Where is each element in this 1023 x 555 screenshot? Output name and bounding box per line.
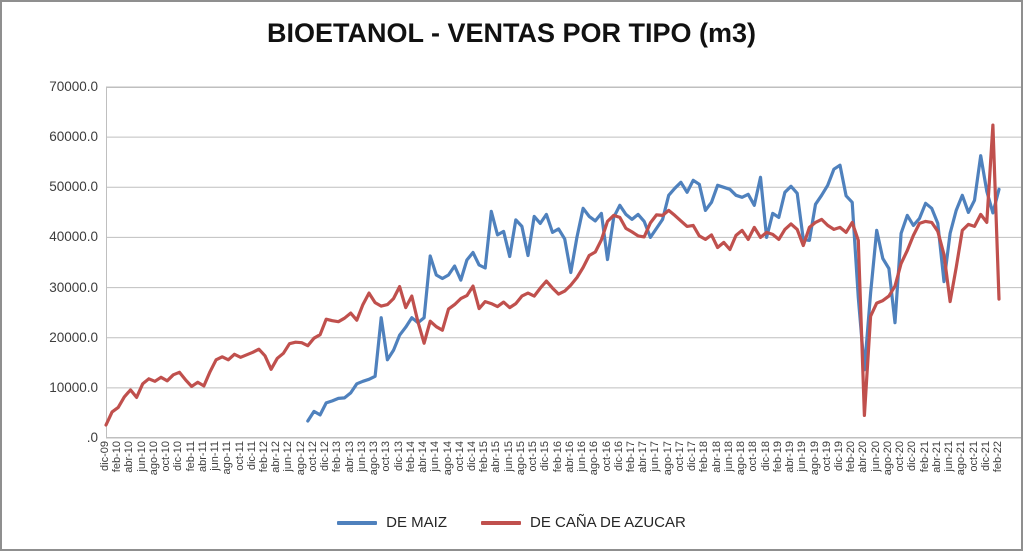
x-tick-label: abr-15 [490, 441, 503, 473]
plot-border [106, 87, 1021, 438]
chart-title: BIOETANOL - VENTAS POR TIPO (m3) [266, 18, 757, 48]
x-tick-label: feb-19 [771, 441, 784, 473]
y-tick-label: 40000.0 [49, 229, 98, 245]
x-tick-label: ago-16 [588, 441, 601, 476]
x-tick-label: ago-15 [514, 441, 527, 476]
x-tick-label: jun-13 [355, 441, 368, 472]
y-tick-label: 70000.0 [49, 79, 98, 94]
x-tick-label: dic-11 [245, 441, 258, 471]
x-tick-label: oct-18 [747, 441, 760, 472]
x-tick-label: feb-11 [184, 441, 197, 472]
x-tick-label: dic-18 [759, 441, 772, 471]
plot-svg [104, 86, 1021, 439]
y-tick-label: 60000.0 [49, 129, 98, 145]
x-tick-label: jun-15 [502, 441, 515, 472]
legend-item-de-maiz: DE MAIZ [337, 514, 447, 531]
y-tick-label: 50000.0 [49, 179, 98, 195]
x-tick-label: oct-11 [233, 441, 246, 471]
y-tick-label: 30000.0 [49, 279, 98, 295]
x-tick-label: jun-18 [722, 441, 735, 472]
x-tick-label: oct-16 [600, 441, 613, 472]
x-tick-label: jun-12 [282, 441, 295, 472]
legend-item-de-cana: DE CAÑA DE AZUCAR [480, 514, 686, 531]
x-tick-label: feb-16 [551, 441, 564, 473]
x-tick-label: oct-12 [306, 441, 319, 472]
x-tick-label: ago-17 [661, 441, 674, 476]
x-tick-label: feb-22 [992, 441, 1004, 473]
x-tick-label: abr-20 [857, 441, 870, 473]
legend-line-swatch-red [480, 520, 521, 525]
x-tick-label: oct-17 [673, 441, 686, 472]
x-tick-label: feb-21 [918, 441, 931, 473]
x-tick-label: dic-13 [392, 441, 405, 471]
x-tick-label: abr-11 [196, 441, 209, 472]
x-tick-label: jun-14 [429, 441, 442, 472]
x-tick-label: abr-18 [710, 441, 723, 473]
x-tick-label: abr-16 [563, 441, 576, 473]
y-tick-label: 10000.0 [49, 379, 98, 395]
plot-area [104, 86, 1021, 439]
x-tick-label: dic-21 [979, 441, 992, 471]
legend-line-swatch-blue [337, 520, 378, 525]
x-tick-label: jun-10 [135, 441, 148, 472]
x-tick-label: ago-21 [955, 441, 968, 476]
x-tick-label: dic-20 [906, 441, 919, 471]
series-line-1 [104, 123, 1001, 427]
x-tick-label: feb-18 [698, 441, 711, 473]
legend-label-de-maiz: DE MAIZ [386, 514, 447, 531]
x-tick-label: ago-11 [221, 441, 234, 475]
x-tick-label: dic-10 [172, 441, 185, 471]
legend: DE MAIZ DE CAÑA DE AZUCAR [2, 514, 1021, 531]
x-tick-label: jun-17 [649, 441, 662, 472]
x-tick-label: oct-21 [967, 441, 980, 472]
x-tick-label: dic-16 [612, 441, 625, 471]
x-tick-label: ago-20 [881, 441, 894, 476]
x-tick-label: ago-14 [441, 441, 454, 476]
x-tick-label: ago-12 [294, 441, 307, 476]
y-tick-label: .0 [86, 430, 98, 445]
x-tick-label: abr-13 [343, 441, 356, 473]
series-line-0 [306, 154, 1001, 423]
x-tick-label: jun-19 [796, 441, 809, 472]
x-tick-label: abr-21 [930, 441, 943, 473]
legend-label-de-cana: DE CAÑA DE AZUCAR [529, 514, 686, 531]
x-tick-label: feb-14 [404, 441, 417, 473]
x-tick-label: oct-13 [380, 441, 393, 472]
x-tick-label: abr-10 [123, 441, 136, 473]
x-tick-label: feb-13 [331, 441, 344, 473]
x-tick-label: oct-14 [453, 441, 466, 472]
x-tick-label: ago-10 [147, 441, 160, 476]
y-tick-label: 20000.0 [49, 329, 98, 345]
x-tick-label: oct-19 [820, 441, 833, 472]
x-tick-label: jun-20 [869, 441, 882, 472]
x-tick-label: dic-15 [539, 441, 552, 471]
x-tick-label: ago-19 [808, 441, 821, 476]
